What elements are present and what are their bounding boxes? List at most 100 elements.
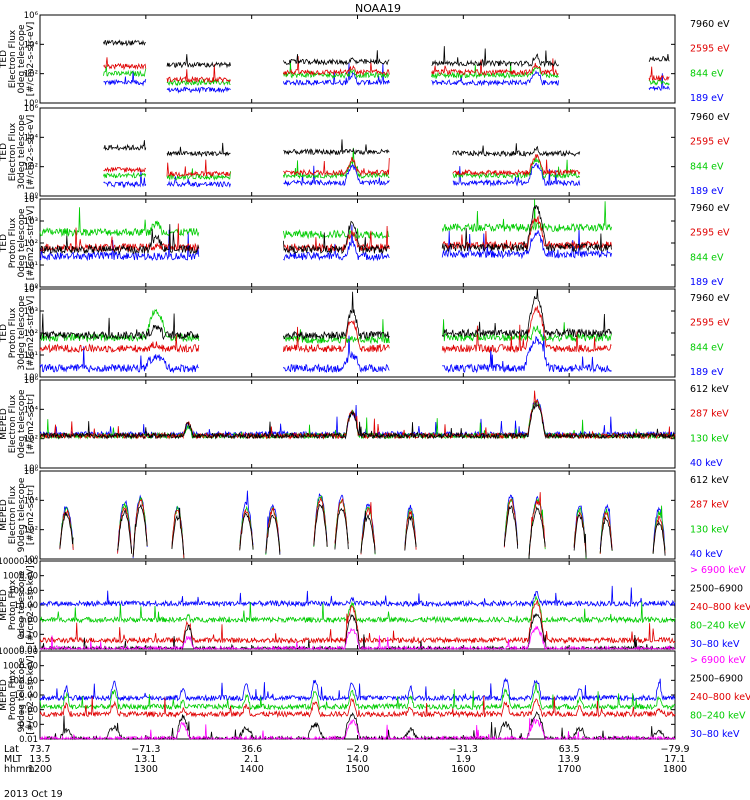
y-axis-label: Proton Flux bbox=[8, 307, 18, 358]
y-axis-label: 90deg telescope bbox=[17, 657, 27, 732]
series-1-trace bbox=[39, 288, 612, 341]
legend-entry: 7960 eV bbox=[690, 293, 730, 304]
x-tick-label: 63.5 bbox=[559, 744, 580, 755]
y-tick-label: 0.10 bbox=[19, 720, 38, 730]
y-axis-label: 0deg telescope bbox=[17, 24, 27, 94]
series-5-trace bbox=[39, 677, 676, 702]
series-1-trace bbox=[59, 503, 666, 559]
y-tick-label: 1.00 bbox=[19, 706, 38, 716]
series-2-trace bbox=[40, 711, 676, 741]
y-tick-label: 10³ bbox=[24, 217, 38, 227]
legend-entry: 189 eV bbox=[690, 367, 724, 378]
legend-entry: 40 keV bbox=[690, 458, 723, 469]
panel-5: 10⁰ 10² 10⁴ 10⁶ MEPED Electron Flux 0deg teles… bbox=[0, 376, 729, 474]
series-1-trace bbox=[39, 717, 676, 741]
series-3-trace bbox=[103, 147, 581, 182]
y-axis-label: [#/cm2-s-str-eV] bbox=[26, 296, 36, 371]
legend-entry: 7960 eV bbox=[690, 19, 730, 30]
y-axis-label: Electron Flux bbox=[8, 394, 18, 453]
y-axis-label: [#/cm2-s-str-eV] bbox=[26, 22, 36, 97]
series-1-trace bbox=[40, 625, 675, 651]
y-tick-label: 10⁴ bbox=[24, 40, 39, 50]
y-axis-label: 0deg telescope bbox=[17, 389, 27, 459]
legend-entry: 40 keV bbox=[690, 549, 723, 560]
series-4-trace bbox=[39, 682, 676, 711]
legend-entry: 287 keV bbox=[690, 409, 729, 420]
legend-entry: 80–240 keV bbox=[690, 621, 746, 632]
series-4-trace bbox=[103, 63, 670, 94]
legend-entry: 612 keV bbox=[690, 475, 729, 486]
y-axis-label: TED bbox=[0, 50, 9, 69]
legend-entry: 2500–6900 bbox=[690, 584, 743, 595]
y-axis-label: Proton Flux bbox=[8, 217, 18, 268]
series-2-trace bbox=[103, 56, 670, 84]
y-axis-label: TED bbox=[0, 143, 9, 162]
y-tick-label: 10⁴ bbox=[24, 405, 39, 415]
x-tick-label: 13.1 bbox=[135, 754, 156, 765]
legend-entry: 844 eV bbox=[690, 161, 724, 172]
y-axis-label: 30deg telescope bbox=[17, 114, 27, 189]
y-tick-label: 10² bbox=[24, 329, 38, 339]
legend-entry: 844 eV bbox=[690, 68, 724, 79]
x-tick-label: 2.1 bbox=[244, 754, 259, 765]
x-tick-label: 1500 bbox=[345, 764, 369, 775]
y-tick-label: 10⁴ bbox=[24, 195, 39, 205]
y-tick-label: 10⁶ bbox=[24, 376, 39, 386]
series-2-trace bbox=[39, 390, 676, 440]
panel-frame bbox=[39, 14, 676, 104]
y-axis-label: Proton Flux bbox=[8, 579, 18, 630]
y-axis-label: [#/cm2-s-str-keV] bbox=[26, 565, 36, 644]
series-5-trace bbox=[39, 585, 676, 608]
legend-entry: 612 keV bbox=[690, 384, 729, 395]
x-tick-label: 1600 bbox=[451, 764, 475, 775]
legend-entry: 130 keV bbox=[690, 524, 729, 535]
legend-entry: 7960 eV bbox=[690, 203, 730, 214]
y-axis-label: MEPED bbox=[0, 499, 9, 531]
legend-entry: 189 eV bbox=[690, 186, 724, 197]
series-1-trace bbox=[103, 39, 670, 69]
x-tick-label: 1700 bbox=[557, 764, 581, 775]
series-3-trace bbox=[39, 600, 676, 645]
panel-2: 10⁰ 10² 10⁴ 10⁶ TED Electron Flux 30deg telesc… bbox=[0, 104, 730, 202]
legend-entry: 844 eV bbox=[690, 342, 724, 353]
series-3-trace bbox=[103, 62, 670, 87]
x-tick-label: −71.3 bbox=[131, 744, 160, 755]
legend-entry: 2500–6900 bbox=[690, 674, 743, 685]
y-axis-label: [#/cm2-s-str] bbox=[26, 394, 36, 454]
chart-title: NOAA19 bbox=[355, 2, 401, 15]
y-tick-label: 0.01 bbox=[19, 735, 38, 745]
y-tick-label: 1.00 bbox=[19, 616, 38, 626]
series-4-trace bbox=[39, 331, 612, 374]
y-axis-label: [#/cm2-s-str-eV] bbox=[26, 206, 36, 281]
x-tick-label: 1300 bbox=[134, 764, 158, 775]
x-tick-label: −79.9 bbox=[660, 744, 689, 755]
y-tick-label: 10⁶ bbox=[24, 467, 39, 477]
series-2-trace bbox=[39, 215, 612, 253]
series-4-trace bbox=[39, 596, 676, 624]
panel-1: 10⁰ 10² 10⁴ 10⁶ TED Electron Flux 0deg telesco… bbox=[0, 11, 730, 109]
legend-entry: 844 eV bbox=[690, 252, 724, 263]
y-tick-label: 10⁴ bbox=[24, 133, 39, 143]
x-tick-label: 1.9 bbox=[456, 754, 471, 765]
y-tick-label: 10⁰ bbox=[24, 373, 39, 383]
panel-6: 10⁰ 10² 10⁴ 10⁶ MEPED Electron Flux 90deg tele… bbox=[0, 467, 729, 565]
y-axis-label: Electron Flux bbox=[8, 29, 18, 88]
y-tick-label: 10.00 bbox=[14, 601, 38, 611]
series-2-trace bbox=[59, 492, 666, 559]
panel-7: 10000.00 1000.00 100.00 10.00 1.00 0.10 0.01 ME… bbox=[0, 557, 750, 655]
legend-entry: 7960 eV bbox=[690, 112, 730, 123]
legend-entry: 287 keV bbox=[690, 500, 729, 511]
legend-entry: 2595 eV bbox=[690, 228, 730, 239]
y-axis-label: [#/cm2-s-str-keV] bbox=[26, 655, 36, 734]
y-axis-label: [#/cm2-s-str-eV] bbox=[26, 115, 36, 190]
y-axis-label: MEPED bbox=[0, 408, 9, 440]
y-tick-label: 10² bbox=[24, 526, 38, 536]
series-2-trace bbox=[39, 305, 612, 354]
y-tick-label: 10000.00 bbox=[0, 557, 38, 567]
x-tick-label: −2.9 bbox=[346, 744, 369, 755]
y-tick-label: 10² bbox=[24, 239, 38, 249]
x-tick-label: 36.6 bbox=[241, 744, 262, 755]
